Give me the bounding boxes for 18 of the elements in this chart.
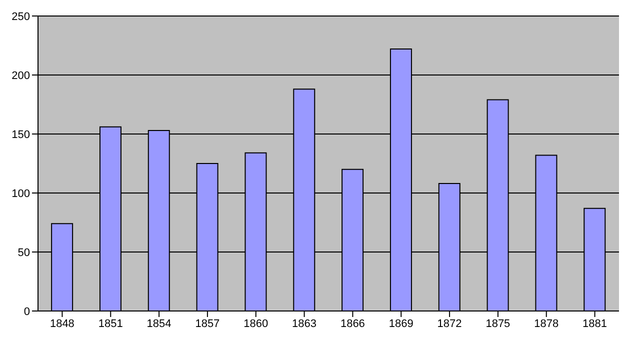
y-tick-label: 250 — [12, 10, 30, 23]
y-tick-label: 100 — [12, 188, 30, 200]
x-tick-label: 1848 — [50, 318, 74, 330]
x-tick-label: 1851 — [98, 318, 123, 330]
y-tick-label: 0 — [24, 306, 30, 318]
x-tick-label: 1863 — [292, 318, 317, 330]
x-tick-label: 1857 — [195, 318, 220, 330]
x-tick-label: 1881 — [582, 318, 608, 330]
x-tick-label: 1872 — [437, 318, 462, 330]
y-tick-label: 200 — [12, 70, 30, 82]
x-tick-label: 1860 — [244, 318, 268, 330]
y-tick-label: 150 — [12, 128, 30, 141]
x-tick-label: 1854 — [146, 318, 172, 330]
y-tick-label: 50 — [18, 246, 30, 259]
x-tick-label: 1869 — [388, 318, 414, 330]
x-tick-label: 1878 — [534, 318, 559, 330]
x-tick-label: 1875 — [486, 318, 510, 330]
x-tick-label: 1866 — [340, 318, 365, 330]
